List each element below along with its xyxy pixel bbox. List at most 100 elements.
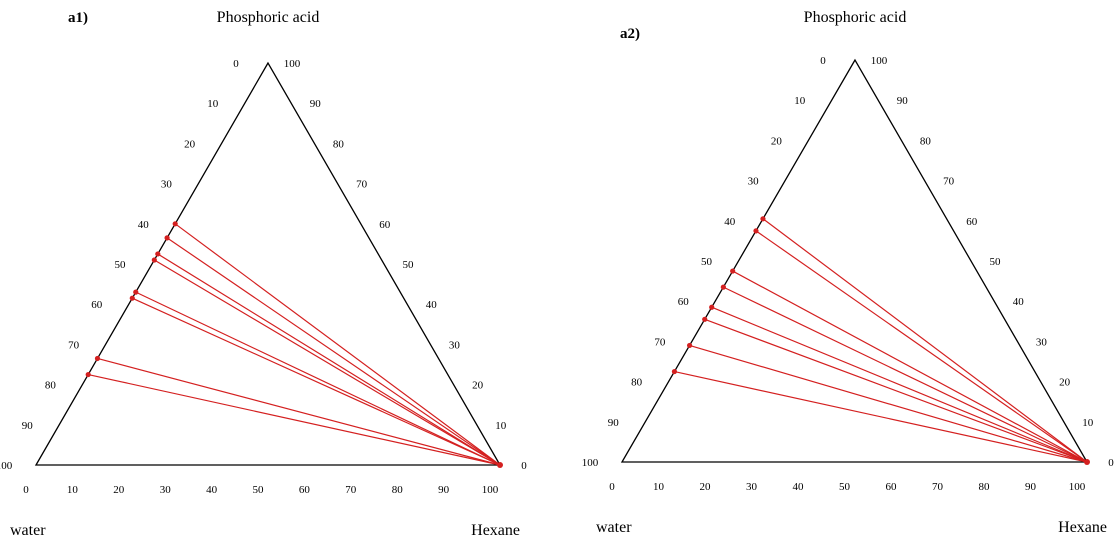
right-edge-tick-label: 10 xyxy=(1082,417,1094,429)
right-edge-tick-label: 40 xyxy=(1013,296,1025,308)
raffinate-point xyxy=(172,221,178,227)
panel-label: a1) xyxy=(68,10,88,26)
tie-line xyxy=(154,259,501,466)
tie-line xyxy=(762,218,1088,463)
bottom-edge-tick-label: 70 xyxy=(932,481,944,493)
right-edge-tick-label: 100 xyxy=(284,58,301,70)
right-edge-tick-label: 70 xyxy=(356,179,368,191)
left-edge-tick-label: 50 xyxy=(115,259,127,271)
left-edge-tick-label: 90 xyxy=(608,417,620,429)
bottom-edge-tick-label: 50 xyxy=(839,481,851,493)
right-edge-tick-label: 0 xyxy=(521,460,527,472)
raffinate-point xyxy=(720,284,726,290)
tie-line xyxy=(704,318,1088,463)
raffinate-point xyxy=(709,304,715,310)
bottom-edge-tick-label: 60 xyxy=(886,481,898,493)
bottom-edge-tick-label: 20 xyxy=(700,481,712,493)
left-edge-tick-label: 100 xyxy=(0,460,13,472)
tie-line xyxy=(723,286,1088,463)
triangle-outline xyxy=(34,61,502,466)
tie-line xyxy=(157,253,501,466)
vertex-label-top: Phosphoric acid xyxy=(804,9,907,26)
tie-line xyxy=(711,306,1088,463)
right-edge-tick-label: 70 xyxy=(943,176,955,188)
raffinate-point xyxy=(760,216,766,222)
left-edge-tick-label: 70 xyxy=(654,336,666,348)
right-edge-tick-label: 80 xyxy=(333,138,345,150)
tie-line xyxy=(674,370,1088,463)
tie-line xyxy=(755,230,1088,463)
left-edge-tick-label: 50 xyxy=(701,256,713,268)
bottom-edge-tick-label: 10 xyxy=(67,484,79,496)
bottom-edge-tick-label: 80 xyxy=(392,484,404,496)
right-edge-tick-label: 90 xyxy=(310,98,322,110)
bottom-edge-tick-label: 50 xyxy=(253,484,265,496)
right-edge-tick-label: 20 xyxy=(472,380,484,392)
right-edge-tick-label: 30 xyxy=(1036,336,1048,348)
bottom-edge-tick-label: 100 xyxy=(1069,481,1086,493)
left-edge-tick-label: 60 xyxy=(91,299,103,311)
right-edge-tick-label: 30 xyxy=(449,339,461,351)
tie-line xyxy=(132,297,501,466)
raffinate-point xyxy=(94,355,101,362)
right-edge-tick-label: 40 xyxy=(426,299,438,311)
triangle-outline xyxy=(620,58,1089,463)
left-edge-tick-label: 0 xyxy=(820,55,826,67)
bottom-edge-tick-label: 10 xyxy=(653,481,665,493)
bottom-edge-tick-label: 70 xyxy=(345,484,357,496)
raffinate-point xyxy=(85,371,91,378)
ternary-panel-a1: 0102030405060708090100100908070605040302… xyxy=(0,9,527,539)
vertex-label-right: Hexane xyxy=(471,522,520,539)
tie-line xyxy=(88,373,501,466)
right-edge-tick-label: 100 xyxy=(871,55,888,67)
bottom-edge-tick-label: 0 xyxy=(23,484,29,496)
bottom-edge-tick-label: 90 xyxy=(438,484,450,496)
bottom-edge-tick-label: 80 xyxy=(979,481,991,493)
bottom-edge-tick-label: 20 xyxy=(113,484,125,496)
vertex-label-right: Hexane xyxy=(1058,519,1107,536)
left-edge-tick-label: 30 xyxy=(748,176,760,188)
left-edge-tick-label: 0 xyxy=(233,58,239,70)
left-edge-tick-label: 40 xyxy=(138,219,150,231)
tie-line xyxy=(732,270,1088,463)
raffinate-point xyxy=(753,228,759,234)
bottom-edge-tick-label: 40 xyxy=(206,484,218,496)
raffinate-point xyxy=(702,316,708,322)
tie-line xyxy=(166,237,501,466)
left-edge-tick-label: 40 xyxy=(724,216,736,228)
tie-line xyxy=(135,291,501,466)
left-edge-tick-label: 20 xyxy=(771,135,783,147)
left-edge-tick-label: 90 xyxy=(22,420,34,432)
left-edge-tick-label: 60 xyxy=(678,296,690,308)
tie-line xyxy=(174,223,501,466)
raffinate-point xyxy=(730,268,736,274)
right-edge-tick-label: 20 xyxy=(1059,377,1071,389)
vertex-label-top: Phosphoric acid xyxy=(217,9,320,26)
bottom-edge-tick-label: 40 xyxy=(793,481,805,493)
bottom-edge-tick-label: 90 xyxy=(1025,481,1037,493)
left-edge-tick-label: 100 xyxy=(582,457,599,469)
ternary-panel-a2: 0102030405060708090100100908070605040302… xyxy=(582,9,1115,536)
tie-line xyxy=(689,344,1088,463)
bottom-edge-tick-label: 30 xyxy=(160,484,172,496)
bottom-edge-tick-label: 100 xyxy=(482,484,499,496)
right-edge-tick-label: 80 xyxy=(920,135,932,147)
vertex-label-left: water xyxy=(596,519,632,536)
right-edge-tick-label: 90 xyxy=(897,95,909,107)
raffinate-point xyxy=(151,257,157,263)
bottom-edge-tick-label: 60 xyxy=(299,484,311,496)
tie-line xyxy=(97,357,501,466)
raffinate-point xyxy=(133,289,139,295)
vertex-label-left: water xyxy=(10,522,46,539)
right-edge-tick-label: 10 xyxy=(495,420,507,432)
raffinate-point xyxy=(686,342,693,349)
panel-label: a2) xyxy=(620,26,640,42)
raffinate-point xyxy=(164,235,170,241)
right-edge-tick-label: 60 xyxy=(379,219,391,231)
raffinate-point xyxy=(671,368,678,375)
right-edge-tick-label: 0 xyxy=(1108,457,1114,469)
left-edge-tick-label: 20 xyxy=(184,138,196,150)
left-edge-tick-label: 80 xyxy=(631,377,643,389)
raffinate-point xyxy=(129,295,135,301)
